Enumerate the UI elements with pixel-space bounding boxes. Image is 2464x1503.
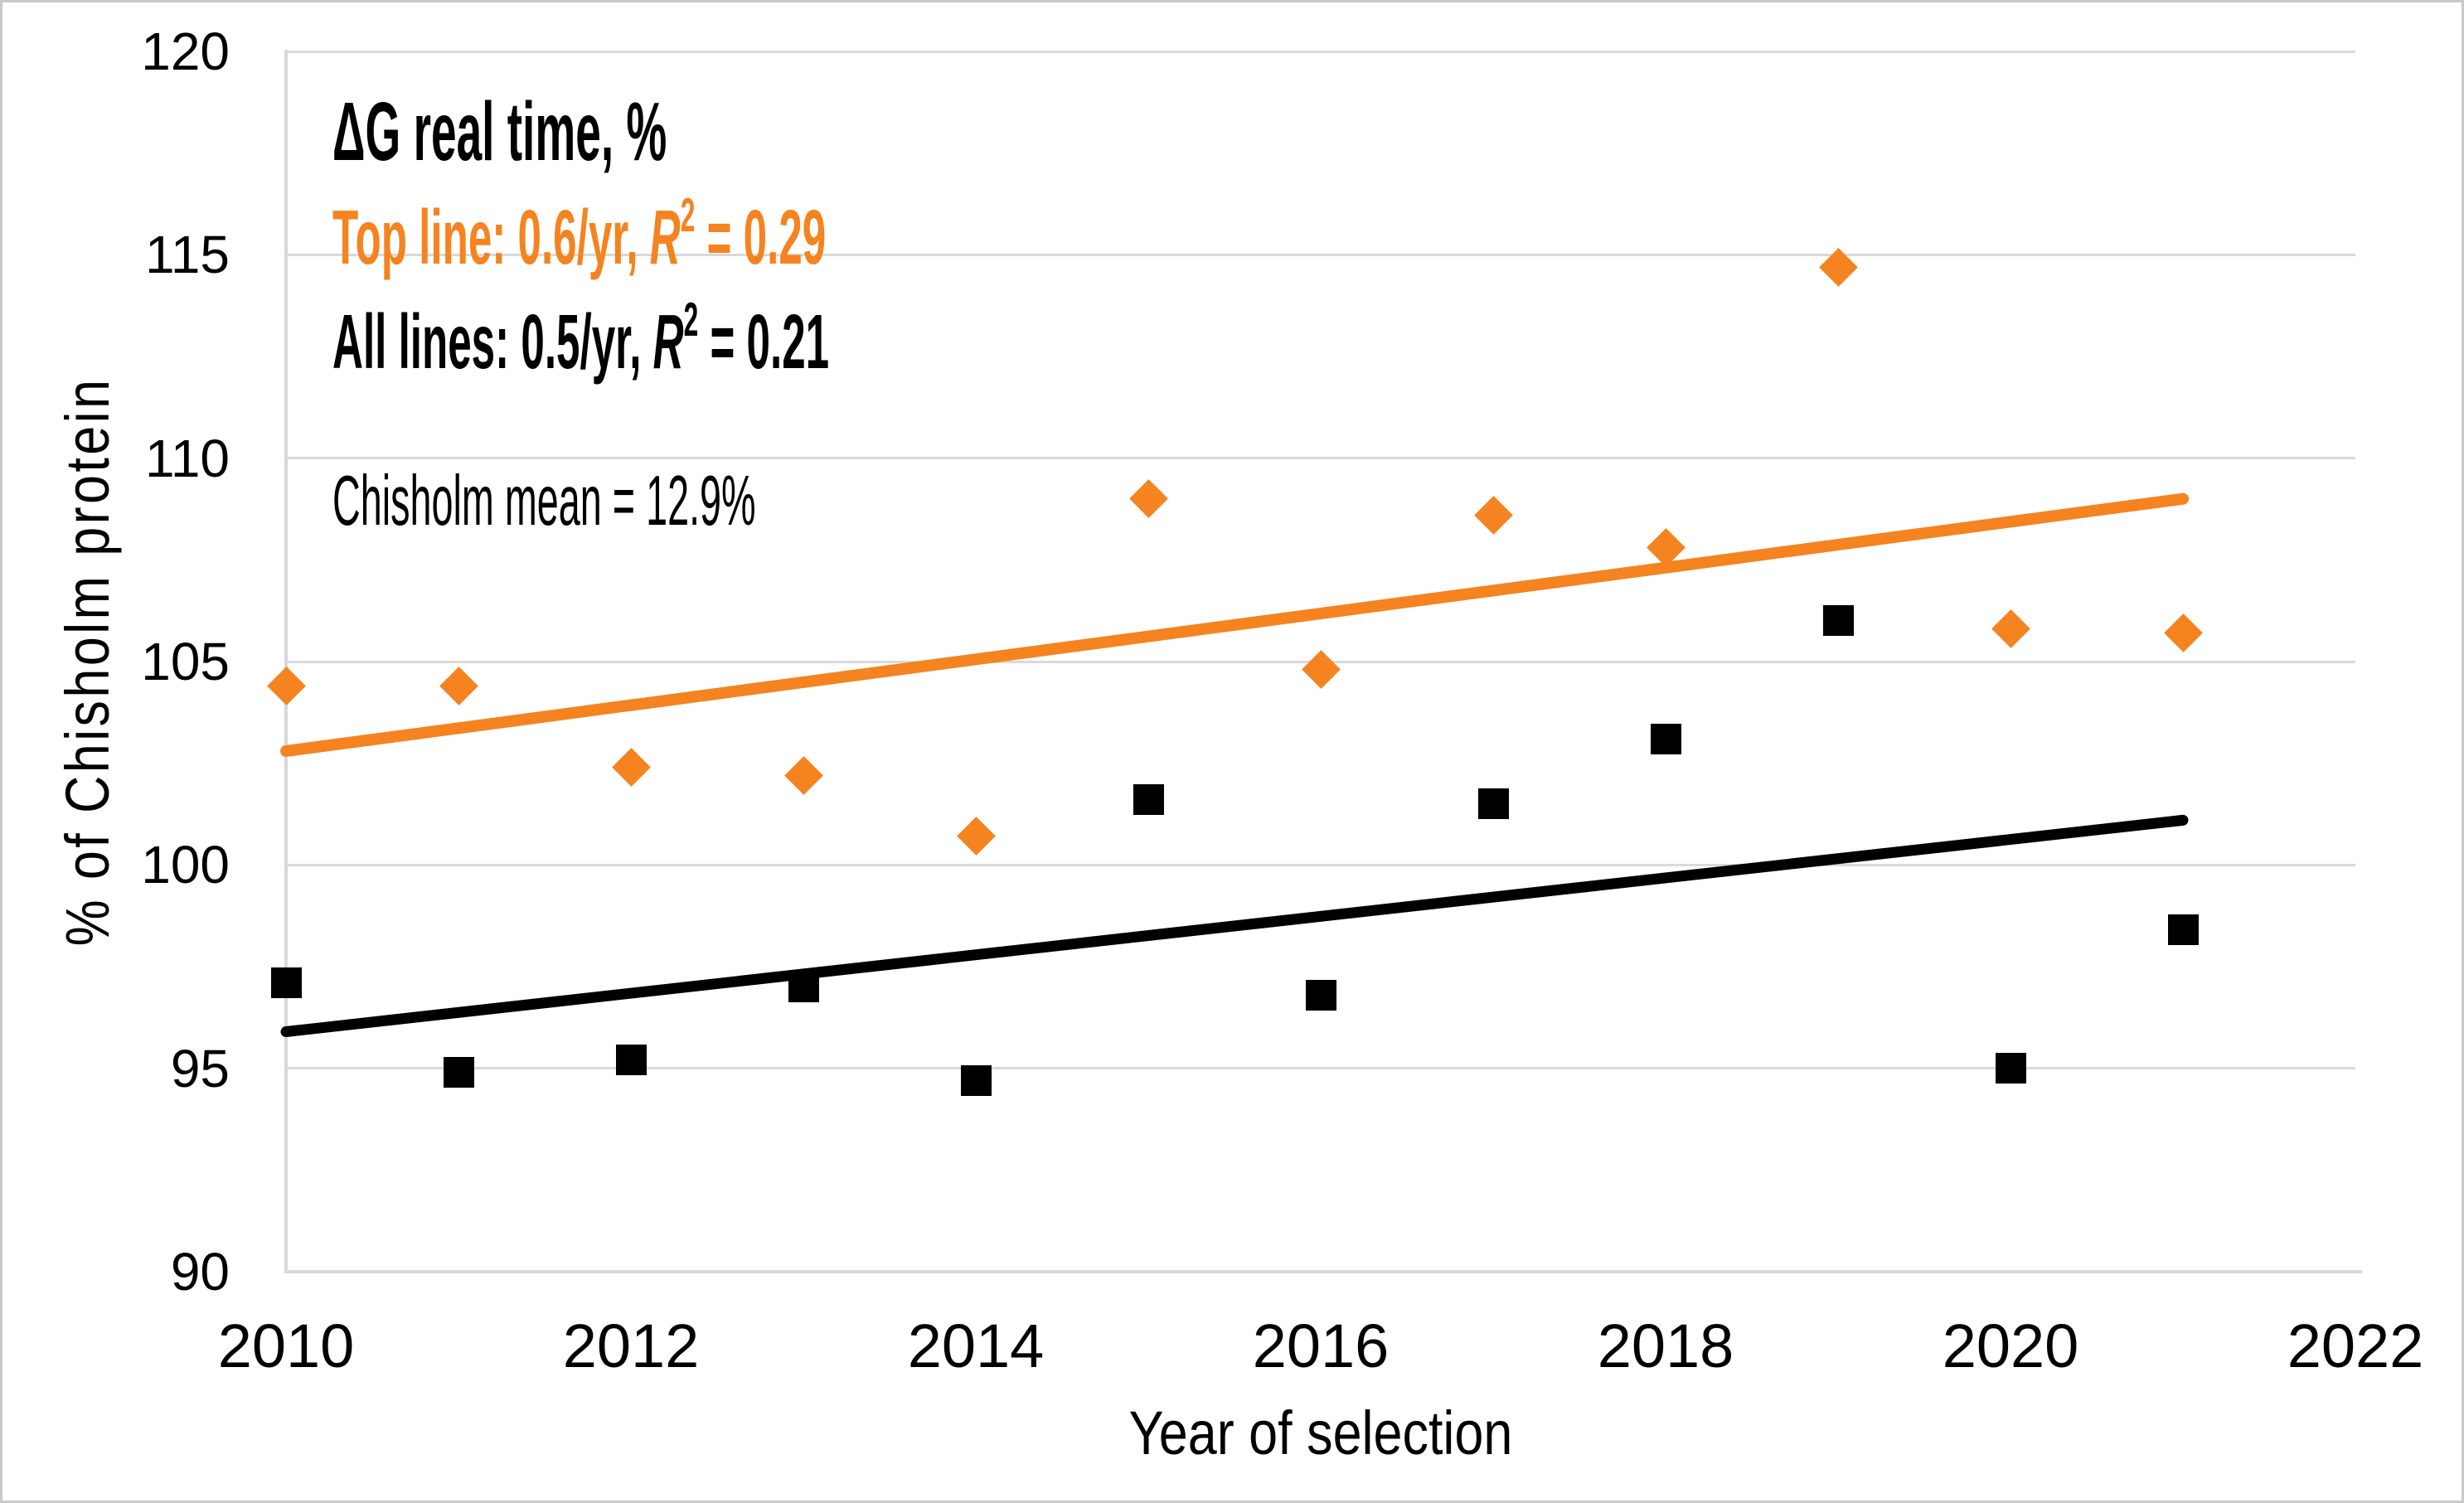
gridline-y-110 bbox=[286, 457, 2355, 460]
x-tick-label-2010: 2010 bbox=[217, 1311, 355, 1380]
legend-all-lines-r: R bbox=[652, 298, 684, 385]
x-axis-title: Year of selection bbox=[1128, 1399, 1513, 1467]
x-axis-line bbox=[284, 1270, 2362, 1273]
square-marker-2015 bbox=[1133, 784, 1164, 816]
gridline-y-100 bbox=[286, 863, 2355, 866]
y-tick-label-120: 120 bbox=[141, 22, 230, 81]
square-marker-2012 bbox=[615, 1045, 647, 1076]
x-tick-label-2014: 2014 bbox=[907, 1311, 1045, 1380]
legend-top-line-prefix: Top line: 0.6/yr, bbox=[332, 194, 650, 280]
legend-top-line-suffix: = 0.29 bbox=[695, 194, 827, 280]
square-marker-2013 bbox=[788, 972, 819, 1003]
square-marker-2010 bbox=[270, 967, 302, 999]
x-tick-label-2022: 2022 bbox=[2287, 1311, 2424, 1380]
legend-title: ΔG real time, % bbox=[332, 85, 667, 178]
square-marker-2011 bbox=[443, 1057, 474, 1088]
legend-all-lines-sup: 2 bbox=[683, 293, 699, 347]
y-tick-label-115: 115 bbox=[144, 225, 230, 285]
legend-all-lines: All lines: 0.5/yr, R2 = 0.21 bbox=[332, 293, 830, 386]
x-tick-label-2018: 2018 bbox=[1597, 1311, 1734, 1380]
square-marker-2017 bbox=[1477, 788, 1509, 820]
square-marker-2018 bbox=[1650, 723, 1681, 754]
y-tick-label-105: 105 bbox=[141, 632, 230, 691]
legend-top-line: Top line: 0.6/yr, R2 = 0.29 bbox=[332, 189, 827, 282]
gridline-y-115 bbox=[286, 253, 2355, 256]
y-tick-label-90: 90 bbox=[170, 1242, 230, 1302]
y-axis-title: % of Chisholm protein bbox=[53, 376, 122, 947]
y-tick-label-110: 110 bbox=[144, 428, 230, 488]
legend-mean-note: Chisholm mean = 12.9% bbox=[332, 462, 756, 541]
square-marker-2020 bbox=[1995, 1053, 2026, 1084]
x-tick-label-2020: 2020 bbox=[1942, 1311, 2079, 1380]
x-tick-label-2016: 2016 bbox=[1252, 1311, 1390, 1380]
y-tick-label-95: 95 bbox=[170, 1038, 230, 1098]
square-marker-2021 bbox=[2167, 914, 2199, 946]
square-marker-2014 bbox=[960, 1064, 992, 1096]
legend-all-lines-prefix: All lines: 0.5/yr, bbox=[332, 298, 653, 385]
gridline-y-95 bbox=[286, 1067, 2355, 1070]
y-tick-label-100: 100 bbox=[141, 835, 230, 895]
all-lines-trend bbox=[280, 814, 2189, 1038]
top-line-trend bbox=[280, 492, 2189, 757]
square-marker-2019 bbox=[1822, 605, 1854, 637]
gridline-y-120 bbox=[286, 50, 2355, 53]
y-axis-line bbox=[284, 50, 288, 1273]
square-marker-2016 bbox=[1305, 979, 1336, 1011]
legend-top-line-sup: 2 bbox=[680, 189, 696, 243]
legend-all-lines-suffix: = 0.21 bbox=[698, 298, 830, 385]
legend-top-line-r: R bbox=[649, 194, 681, 280]
x-tick-label-2012: 2012 bbox=[562, 1311, 700, 1380]
